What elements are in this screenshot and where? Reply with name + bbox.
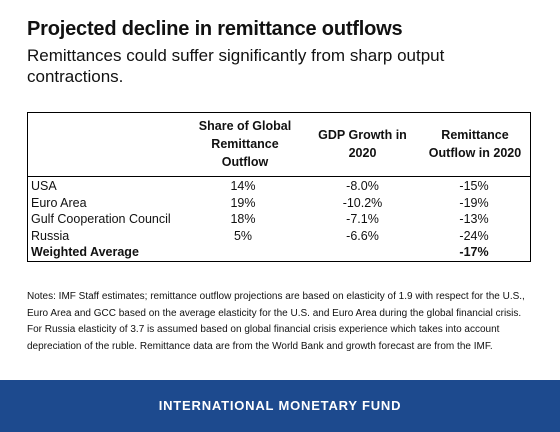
column-header: Remittance Outflow in 2020 bbox=[428, 128, 522, 160]
cell: 19% bbox=[230, 195, 256, 210]
cell: -6.6% bbox=[346, 228, 379, 243]
row-label: Gulf Cooperation Council bbox=[31, 212, 171, 226]
subtitle: Remittances could suffer significantly f… bbox=[27, 46, 445, 86]
cell: -24% bbox=[459, 228, 489, 243]
row-label: USA bbox=[31, 179, 57, 193]
footer: INTERNATIONAL MONETARY FUND bbox=[158, 398, 402, 413]
cell: 14% bbox=[230, 179, 256, 193]
cell: -8.0% bbox=[346, 179, 379, 193]
cell: 5% bbox=[233, 228, 253, 243]
cell: -17% bbox=[459, 245, 489, 259]
cell: -10.2% bbox=[342, 195, 383, 210]
row-label: Weighted Average bbox=[31, 245, 139, 259]
column-header: Share of Global Remittance Outflow bbox=[198, 119, 292, 169]
column-header: GDP Growth in 2020 bbox=[318, 128, 407, 160]
cell: -15% bbox=[459, 179, 489, 193]
row-label: Euro Area bbox=[31, 195, 87, 210]
table-frame bbox=[27, 112, 531, 262]
title: Projected decline in remittance outflows bbox=[27, 18, 403, 40]
cell: 18% bbox=[230, 212, 256, 226]
row-label: Russia bbox=[31, 228, 70, 243]
cell: -13% bbox=[459, 212, 489, 226]
header-rule bbox=[27, 176, 531, 177]
cell: -7.1% bbox=[346, 212, 379, 226]
notes: Notes: IMF Staff estimates; remittance o… bbox=[27, 291, 525, 352]
cell: -19% bbox=[459, 195, 489, 210]
footer-band bbox=[0, 380, 560, 432]
